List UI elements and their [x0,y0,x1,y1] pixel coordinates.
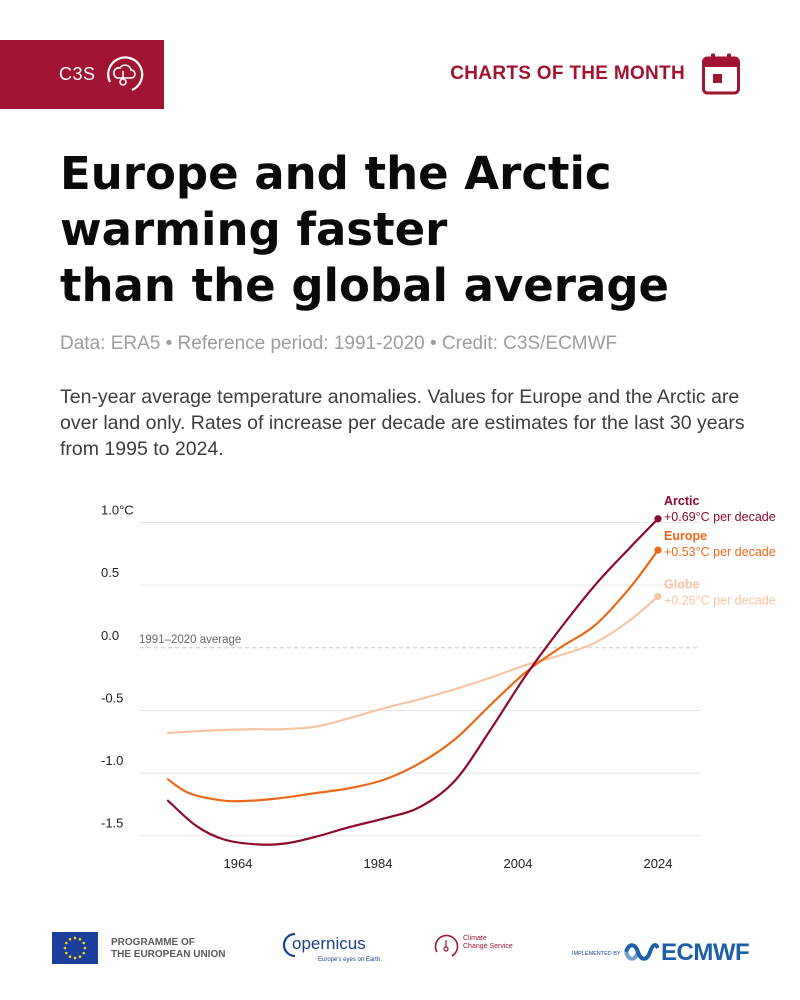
eu-flag-icon [52,932,98,964]
series-rate-globe: +0.26°C per decade [664,593,776,607]
x-tick-label: 1984 [364,856,393,871]
series-line-arctic [166,517,660,846]
series-name-europe: Europe [664,529,707,543]
copernicus-logo-icon [283,932,296,958]
footer-logos: PROGRAMME OF THE EUROPEAN UNION opernicu… [0,920,800,980]
section-label: CHARTS OF THE MONTH [450,63,685,84]
series-rate-europe: +0.53°C per decade [664,545,776,559]
brand-banner: C3S [0,40,164,109]
reference-line-label: 1991–2020 average [139,634,241,646]
y-tick-label: 0.5 [101,565,119,580]
series-line-globe [166,595,660,735]
x-tick-label: 1964 [224,856,253,871]
copernicus-name: opernicus [292,934,366,953]
x-tick-label: 2024 [644,856,673,871]
c3s-line-2: Change Service [463,943,513,950]
c3s-service-label: Climate Change Service [463,935,513,951]
x-tick-label: 2004 [504,856,533,871]
eu-programme-label: PROGRAMME OF THE EUROPEAN UNION [111,937,225,961]
page-title: Europe and the Arctic warming faster tha… [60,146,760,314]
series-name-globe: Globe [664,577,699,591]
copernicus-tagline: Europe's eyes on Earth [318,957,381,963]
eu-line-1: PROGRAMME OF [111,937,195,948]
eu-line-2: THE EUROPEAN UNION [111,949,226,960]
implemented-by-label: IMPLEMENTED BY [572,951,621,957]
y-tick-label: -0.5 [101,690,123,705]
series-line-europe [166,548,660,803]
y-tick-label: 0.0 [101,628,119,643]
y-tick-label: 1.0°C [101,503,134,518]
series-endpoint-globe [654,592,662,601]
chart-description: Ten-year average temperature anomalies. … [60,386,745,460]
source-line: Data: ERA5 • Reference period: 1991-2020… [60,333,618,354]
series-endpoint-europe [654,546,662,554]
ecmwf-logo-icon [624,943,659,961]
series-name-arctic: Arctic [664,494,699,508]
c3s-thermometer-icon [107,56,144,92]
brand-name: C3S [59,64,96,84]
calendar-icon [702,53,740,95]
y-tick-label: -1.0 [101,753,123,768]
title-line-3: than the global average [60,259,670,312]
title-line-2: warming faster [60,203,448,256]
series-rate-arctic: +0.69°C per decade [664,510,776,524]
temperature-anomaly-chart: 1.0°C 0.5 0.0 -0.5 -1.0 -1.5 1991–2020 average… [101,494,776,871]
c3s-line-1: Climate [463,935,487,942]
y-tick-label: -1.5 [101,816,123,831]
title-line-1: Europe and the Arctic [60,147,612,200]
series-endpoint-arctic [654,515,662,523]
c3s-logo-icon [434,934,459,957]
ecmwf-name: ECMWF [661,939,750,966]
